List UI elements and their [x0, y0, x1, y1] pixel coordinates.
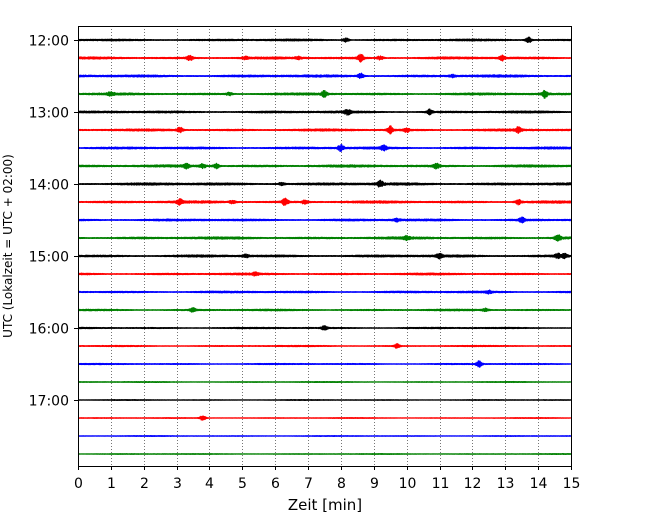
y-tick-label-1700: 17:00: [29, 394, 69, 410]
x-tick-label-14: 14: [530, 476, 548, 492]
trace-1245: [78, 89, 571, 99]
seismic-traces: [78, 36, 571, 455]
y-tick-label-1500: 15:00: [29, 250, 69, 266]
y-tick-label-1300: 13:00: [29, 106, 69, 122]
y-tick-label-1400: 14:00: [29, 178, 69, 194]
trace-1645: [78, 380, 571, 384]
trace-1530: [78, 289, 571, 295]
trace-1700: [78, 399, 571, 401]
x-tick-label-8: 8: [337, 476, 346, 492]
x-tick-label-6: 6: [271, 476, 280, 492]
x-axis-label: Zeit [min]: [288, 496, 362, 514]
x-tick-label-4: 4: [205, 476, 214, 492]
x-tick-label-2: 2: [140, 476, 149, 492]
x-axis-ticks: 0 1 2 3 4 5 6 7 8 9 10 11 12 13 14 15: [74, 466, 580, 492]
x-tick-label-9: 9: [370, 476, 379, 492]
y-tick-label-1200: 12:00: [29, 34, 69, 50]
x-tick-label-3: 3: [173, 476, 182, 492]
x-tick-label-5: 5: [238, 476, 247, 492]
y-axis-label: UTC (Lokalzeit = UTC + 02:00): [1, 154, 15, 338]
trace-1745: [78, 453, 571, 455]
x-tick-label-11: 11: [432, 476, 450, 492]
trace-1315: [78, 125, 571, 135]
x-tick-label-10: 10: [399, 476, 417, 492]
grid-lines: [111, 26, 539, 466]
trace-1215: [78, 53, 571, 63]
x-tick-label-13: 13: [497, 476, 515, 492]
trace-1545: [78, 306, 571, 313]
trace-1400: [78, 179, 571, 188]
trace-1415: [78, 197, 571, 206]
y-axis-ticks: 12:00 13:00 14:00 15:00 16:00 17:00: [29, 34, 78, 410]
trace-1345: [78, 162, 571, 170]
trace-1330: [78, 144, 571, 152]
trace-1300: [78, 108, 571, 116]
y-tick-label-1600: 16:00: [29, 322, 69, 338]
trace-1445: [78, 234, 571, 242]
x-tick-label-0: 0: [74, 476, 83, 492]
trace-1200: [78, 36, 571, 44]
trace-1515: [78, 271, 571, 277]
trace-1730: [78, 435, 571, 437]
x-tick-label-12: 12: [464, 476, 482, 492]
trace-1630: [78, 360, 571, 368]
trace-1600: [78, 325, 571, 331]
x-tick-label-7: 7: [304, 476, 313, 492]
trace-1230: [78, 72, 571, 80]
x-tick-label-15: 15: [563, 476, 581, 492]
trace-1715: [78, 415, 571, 421]
trace-1430: [78, 216, 571, 224]
x-tick-label-1: 1: [107, 476, 116, 492]
trace-1500: [78, 252, 571, 260]
plot-frame: [78, 26, 572, 467]
trace-1615: [78, 343, 571, 349]
